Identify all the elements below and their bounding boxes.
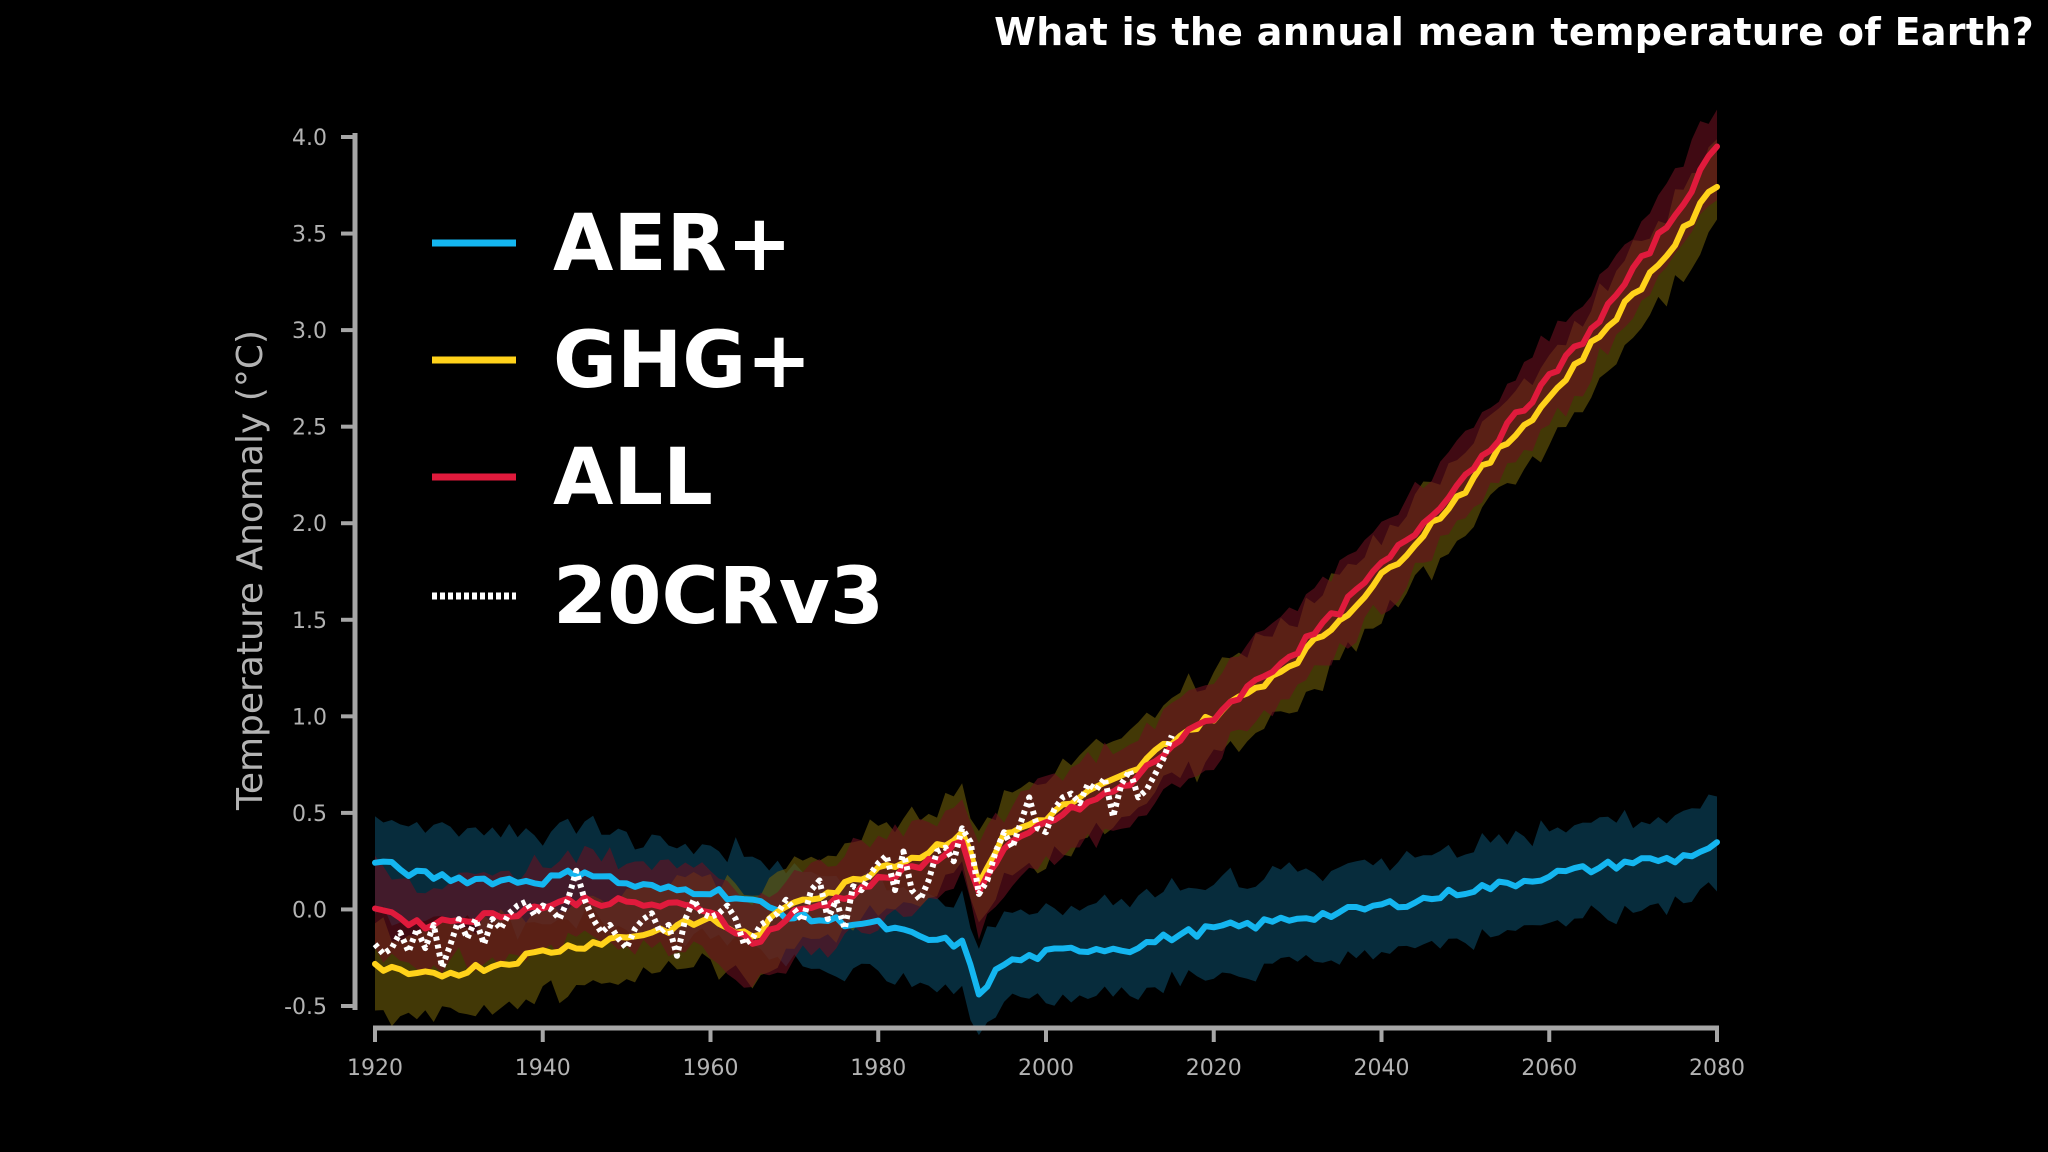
x-tick-label: 1940 [515, 1056, 571, 1081]
legend-label-obs: 20CRv3 [553, 552, 884, 642]
legend-label-ghg: GHG+ [553, 316, 812, 406]
y-tick-label: 0.5 [292, 802, 327, 827]
aer-band [375, 794, 1717, 1036]
y-tick-label: 1.5 [292, 609, 327, 634]
confidence-bands [375, 109, 1717, 1036]
legend-label-aer: AER+ [553, 199, 792, 289]
x-tick-label: 2000 [1018, 1056, 1074, 1081]
all-line [372, 143, 1720, 947]
all-band [375, 109, 1717, 988]
series-lines [372, 143, 1720, 998]
x-tick-label: 1980 [850, 1056, 906, 1081]
y-tick-label: 2.5 [292, 416, 327, 441]
ticks: 4.0 3.5 3.0 2.5 2.0 1.5 1.0 0.5 0.0 -0.5 1920 1940 1… [284, 126, 1745, 1081]
question-title: What is the annual mean temperature of E… [994, 10, 2034, 54]
y-tick-label: 1.0 [292, 705, 327, 730]
legend: AER+ GHG+ ALL 20CRv3 [432, 199, 884, 642]
x-tick-label: 2080 [1689, 1056, 1745, 1081]
legend-label-all: ALL [553, 433, 713, 523]
y-tick-label: 4.0 [292, 126, 327, 151]
aer-line [372, 839, 1720, 998]
y-tick-label: -0.5 [284, 995, 327, 1020]
x-tick-label: 1920 [347, 1056, 403, 1081]
y-axis-label: Temperature Anomaly (°C) [230, 330, 271, 811]
y-tick-label: 3.0 [292, 319, 327, 344]
x-tick-label: 2060 [1521, 1056, 1577, 1081]
obs-line [372, 734, 1175, 971]
y-tick-label: 3.5 [292, 223, 327, 248]
x-tick-label: 2020 [1186, 1056, 1242, 1081]
y-tick-label: 0.0 [292, 898, 327, 923]
x-tick-label: 1960 [683, 1056, 739, 1081]
x-tick-label: 2040 [1354, 1056, 1410, 1081]
y-tick-label: 2.0 [292, 512, 327, 537]
